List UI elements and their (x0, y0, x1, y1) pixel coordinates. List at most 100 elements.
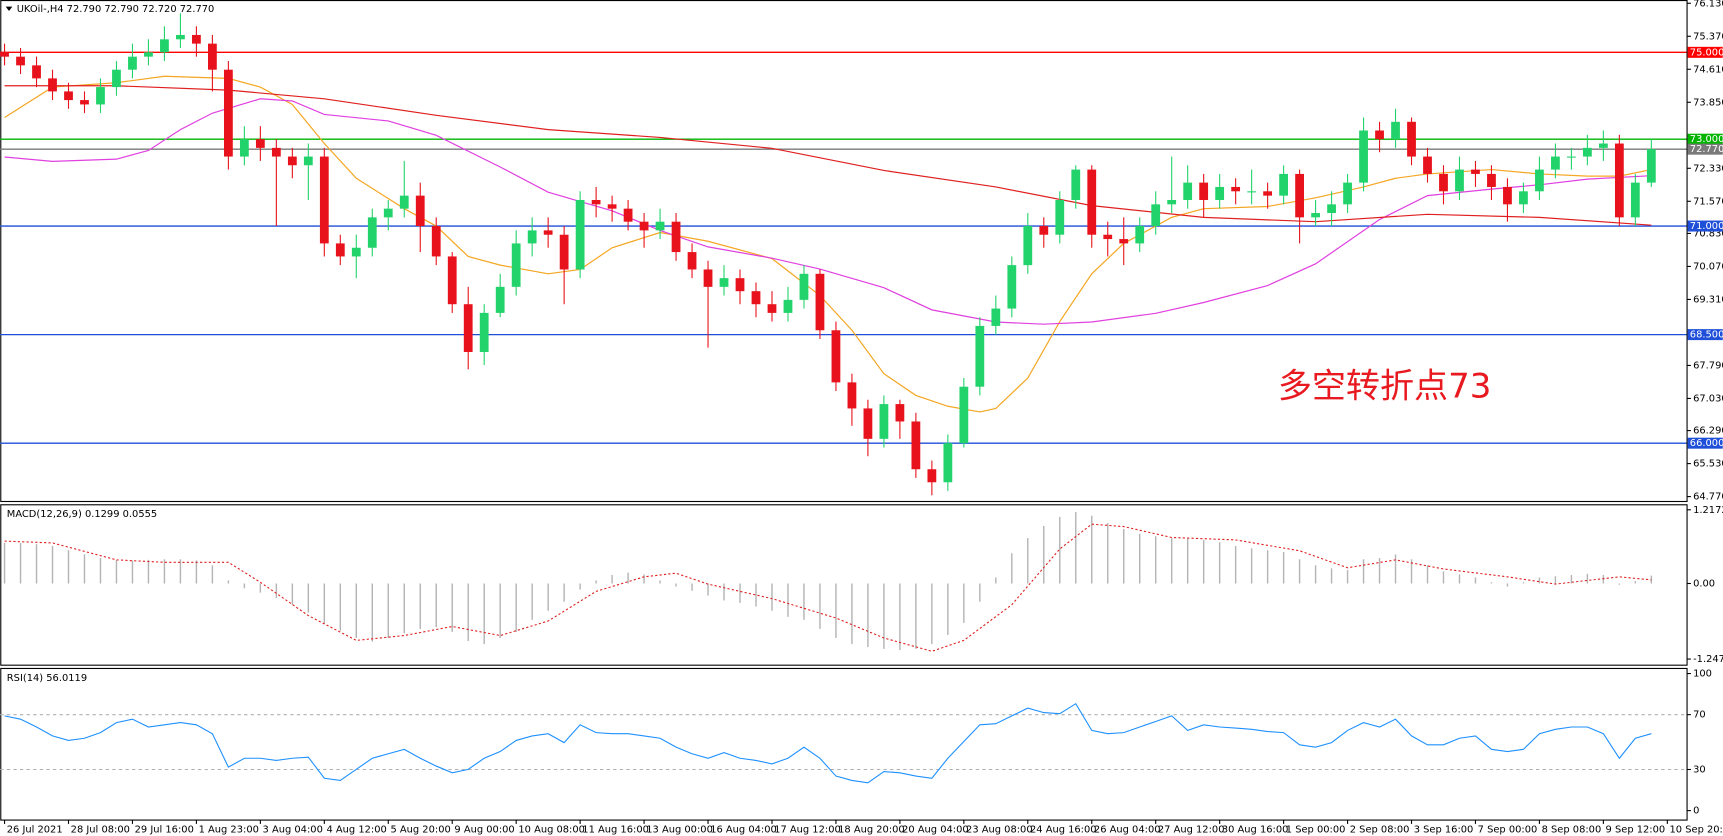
price-title: UKOil-,H4 72.790 72.790 72.720 72.770 (17, 4, 215, 15)
x-tick-label: 7 Sep 00:00 (1478, 824, 1538, 835)
y-tick-label: 100 (1693, 669, 1712, 680)
candle-body (1391, 121, 1400, 140)
candle-body (959, 386, 969, 444)
candle-body (1247, 191, 1257, 193)
x-tick-label: 8 Sep 08:00 (1542, 824, 1602, 835)
x-tick-label: 9 Sep 12:00 (1606, 824, 1666, 835)
candle-body (1151, 204, 1161, 227)
candle-body (367, 217, 377, 248)
candle-body (1199, 182, 1209, 200)
x-tick-label: 20 Aug 04:00 (902, 824, 969, 835)
candle-body (1279, 173, 1289, 196)
x-tick-label: 11 Aug 16:00 (582, 824, 649, 835)
macd-title: MACD(12,26,9) 0.1299 0.0555 (7, 509, 157, 520)
candle-body (1582, 147, 1592, 157)
panel-frame (0, 0, 1688, 503)
candle-body (1487, 173, 1496, 187)
candle-body (1023, 226, 1033, 266)
candle-body (767, 304, 777, 313)
candle-body (64, 91, 73, 101)
candle-body (399, 195, 409, 209)
candle-body (176, 34, 185, 40)
candle-body (751, 291, 761, 305)
x-tick-label: 13 Aug 00:00 (646, 824, 713, 835)
candle-body (863, 408, 873, 439)
candle-body (144, 52, 153, 57)
level-tag-label: 71.000 (1690, 221, 1723, 232)
rsi-title: RSI(14) 56.0119 (7, 673, 87, 684)
candle-body (16, 56, 25, 66)
moving-average (4, 85, 1652, 226)
candle-body (1359, 130, 1368, 183)
candle-body (1183, 182, 1193, 200)
candle-body (1423, 156, 1432, 174)
candle-body (847, 382, 857, 409)
x-tick-label: 23 Aug 08:00 (966, 824, 1033, 835)
rsi-line (4, 702, 1652, 784)
candle-body (1375, 130, 1384, 140)
x-tick-label: 5 Aug 20:00 (390, 824, 450, 835)
candle-body (831, 330, 841, 383)
candle-body (543, 230, 553, 235)
symbol-arrow (5, 6, 13, 11)
x-tick-label: 17 Aug 12:00 (774, 824, 841, 835)
x-tick-label: 29 Jul 16:00 (135, 824, 194, 835)
y-tick-label: 69.310 (1693, 294, 1723, 305)
candle-body (32, 65, 41, 79)
candle-body (879, 404, 889, 439)
candle-body (1327, 204, 1336, 214)
candle-body (208, 43, 217, 70)
candle-body (335, 243, 345, 257)
level-tag-label: 73.000 (1690, 134, 1723, 145)
candle-body (80, 100, 89, 105)
candle-body (1167, 199, 1177, 205)
candle-body (1295, 173, 1304, 218)
panel-frame (0, 667, 1688, 821)
candle-body (927, 469, 937, 483)
candle-body (687, 252, 697, 270)
candle-body (1439, 173, 1448, 192)
y-tick-label: 67.790 (1693, 360, 1723, 371)
candle-body (1567, 156, 1576, 158)
y-tick-label: 66.290 (1693, 426, 1723, 437)
panel-frame (0, 504, 1688, 666)
candle-body (1311, 213, 1320, 218)
candle-body (192, 34, 201, 44)
x-tick-label: 10 Sep 20:00 (1670, 824, 1723, 835)
candle-body (1119, 239, 1129, 244)
candle-body (511, 243, 521, 287)
candle-body (1103, 234, 1113, 240)
candle-body (783, 299, 793, 313)
candle-body (991, 308, 1001, 326)
candle-body (1087, 169, 1097, 235)
candle-body (911, 421, 921, 470)
x-tick-label: 10 Aug 08:00 (518, 824, 585, 835)
moving-average (4, 75, 1652, 413)
x-tick-label: 2 Sep 08:00 (1350, 824, 1410, 835)
x-tick-label: 27 Aug 12:00 (1158, 824, 1225, 835)
candle-body (112, 69, 121, 88)
x-tick-label: 1 Aug 23:00 (199, 824, 259, 835)
y-tick-label: 64.770 (1693, 492, 1723, 503)
y-tick-label: 70.830 (1693, 228, 1723, 239)
x-tick-label: 4 Aug 12:00 (327, 824, 387, 835)
x-tick-label: 26 Aug 04:00 (1094, 824, 1161, 835)
y-tick-label: 1.2172 (1693, 505, 1723, 516)
candle-body (319, 156, 329, 244)
candle-body (607, 204, 617, 209)
candle-body (975, 325, 985, 387)
annotation: 多空转折点73 (1278, 366, 1492, 406)
y-tick-label: 67.030 (1693, 393, 1723, 404)
candle-body (48, 78, 57, 92)
candle-body (735, 278, 745, 292)
candle-body (1231, 186, 1241, 192)
x-tick-label: 9 Aug 00:00 (454, 824, 514, 835)
candle-body (239, 139, 249, 157)
y-tick-label: 0 (1693, 806, 1699, 817)
x-tick-label: 16 Aug 04:00 (710, 824, 777, 835)
x-tick-label: 24 Aug 16:00 (1030, 824, 1097, 835)
candle-body (383, 208, 393, 218)
level-tag (1687, 329, 1723, 341)
